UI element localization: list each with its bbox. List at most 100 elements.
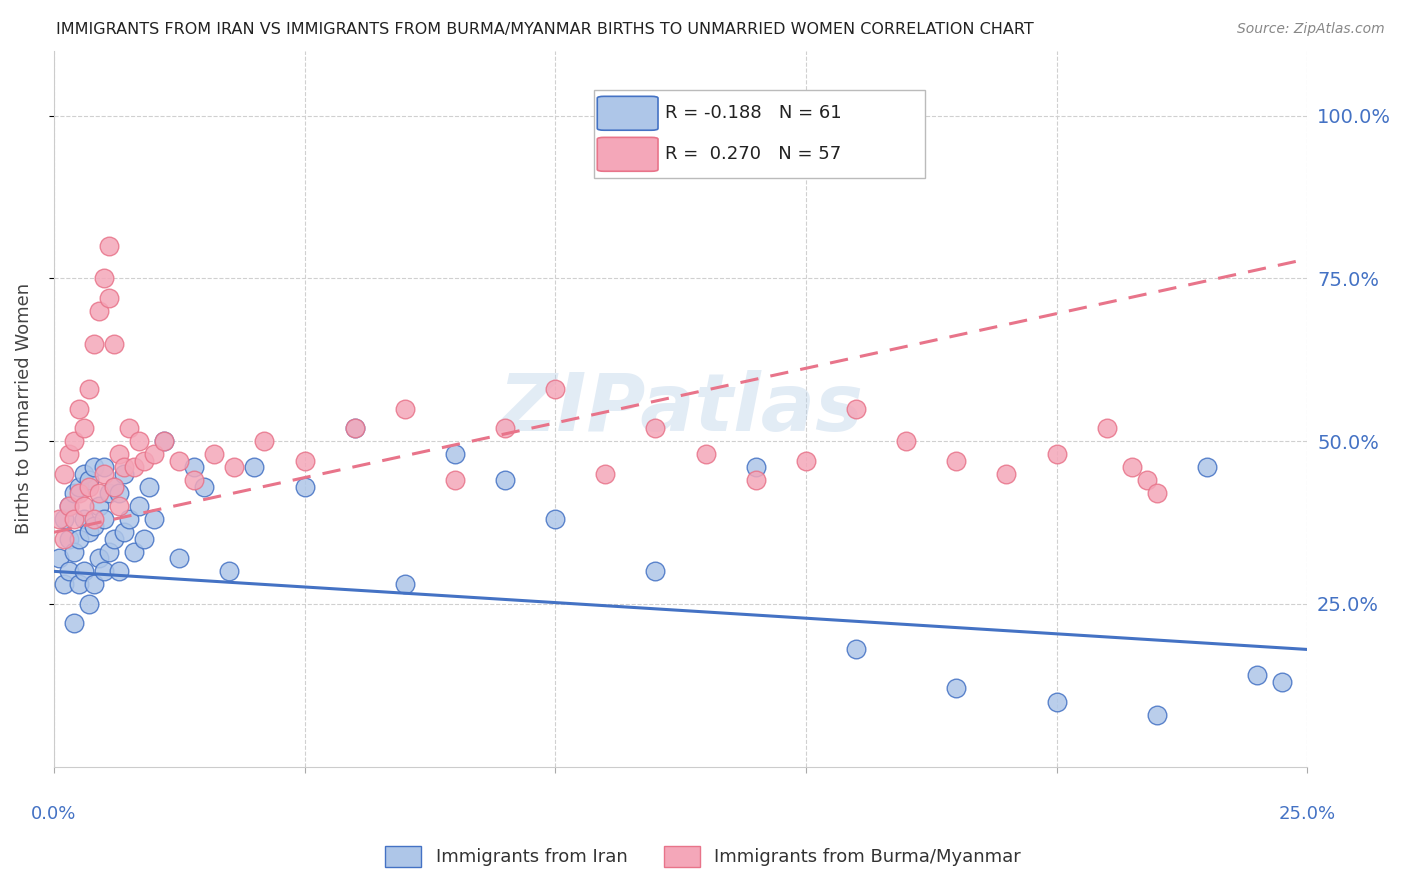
Point — [52, 512, 75, 526]
Point — [1246, 668, 1268, 682]
Point — [108, 565, 131, 579]
Point — [73, 467, 96, 481]
Point — [183, 473, 205, 487]
Point — [1136, 473, 1159, 487]
Text: R =  0.270   N = 57: R = 0.270 N = 57 — [665, 145, 841, 163]
Point — [1271, 675, 1294, 690]
Point — [108, 447, 131, 461]
Point — [294, 453, 316, 467]
Point — [695, 447, 717, 461]
Point — [896, 434, 918, 449]
Point — [132, 532, 155, 546]
Point — [745, 460, 768, 475]
Point — [63, 512, 86, 526]
Point — [153, 434, 176, 449]
Point — [73, 512, 96, 526]
Point — [58, 500, 80, 514]
Point — [52, 577, 75, 591]
Point — [945, 681, 967, 696]
Point — [494, 473, 516, 487]
Point — [103, 336, 125, 351]
Text: ZIPatlas: ZIPatlas — [498, 369, 863, 448]
Point — [128, 434, 150, 449]
Point — [132, 453, 155, 467]
Point — [93, 512, 115, 526]
Point — [67, 401, 90, 416]
FancyBboxPatch shape — [598, 96, 658, 130]
Point — [73, 421, 96, 435]
Point — [77, 525, 100, 540]
Point — [108, 500, 131, 514]
Point — [112, 525, 135, 540]
Point — [87, 551, 110, 566]
Point — [644, 565, 666, 579]
Point — [1195, 460, 1218, 475]
Point — [87, 486, 110, 500]
Point — [83, 518, 105, 533]
Point — [494, 421, 516, 435]
Point — [544, 512, 567, 526]
Point — [77, 597, 100, 611]
Point — [128, 500, 150, 514]
Point — [77, 480, 100, 494]
Point — [122, 545, 145, 559]
Point — [1146, 486, 1168, 500]
Point — [1121, 460, 1143, 475]
Point — [73, 500, 96, 514]
Point — [52, 532, 75, 546]
Point — [218, 565, 240, 579]
Point — [63, 545, 86, 559]
Point — [138, 480, 160, 494]
Point — [845, 642, 868, 657]
Text: Source: ZipAtlas.com: Source: ZipAtlas.com — [1237, 22, 1385, 37]
Point — [103, 532, 125, 546]
Point — [112, 467, 135, 481]
Point — [1095, 421, 1118, 435]
Point — [58, 565, 80, 579]
Point — [93, 467, 115, 481]
Point — [444, 447, 467, 461]
Point — [294, 480, 316, 494]
Point — [343, 421, 366, 435]
Point — [48, 551, 70, 566]
Point — [58, 532, 80, 546]
Point — [394, 401, 416, 416]
Point — [794, 453, 817, 467]
Point — [202, 447, 225, 461]
Point — [193, 480, 215, 494]
Point — [108, 486, 131, 500]
Y-axis label: Births to Unmarried Women: Births to Unmarried Women — [15, 283, 32, 534]
Point — [63, 434, 86, 449]
Point — [1045, 694, 1067, 708]
Point — [1146, 707, 1168, 722]
Point — [945, 453, 967, 467]
Point — [118, 512, 141, 526]
Point — [93, 271, 115, 285]
Point — [73, 565, 96, 579]
Point — [745, 473, 768, 487]
Point — [67, 480, 90, 494]
Point — [98, 239, 121, 253]
Point — [87, 304, 110, 318]
Point — [143, 447, 166, 461]
Point — [58, 500, 80, 514]
Point — [595, 467, 617, 481]
Point — [67, 577, 90, 591]
Point — [112, 460, 135, 475]
Text: 0.0%: 0.0% — [31, 805, 76, 823]
Point — [122, 460, 145, 475]
Point — [98, 486, 121, 500]
Point — [167, 551, 190, 566]
Point — [77, 382, 100, 396]
FancyBboxPatch shape — [598, 137, 658, 171]
Point — [83, 460, 105, 475]
Point — [103, 480, 125, 494]
Point — [93, 460, 115, 475]
Point — [83, 336, 105, 351]
Point — [224, 460, 246, 475]
Point — [394, 577, 416, 591]
Point — [167, 453, 190, 467]
Point — [63, 486, 86, 500]
FancyBboxPatch shape — [593, 90, 925, 178]
Point — [93, 565, 115, 579]
